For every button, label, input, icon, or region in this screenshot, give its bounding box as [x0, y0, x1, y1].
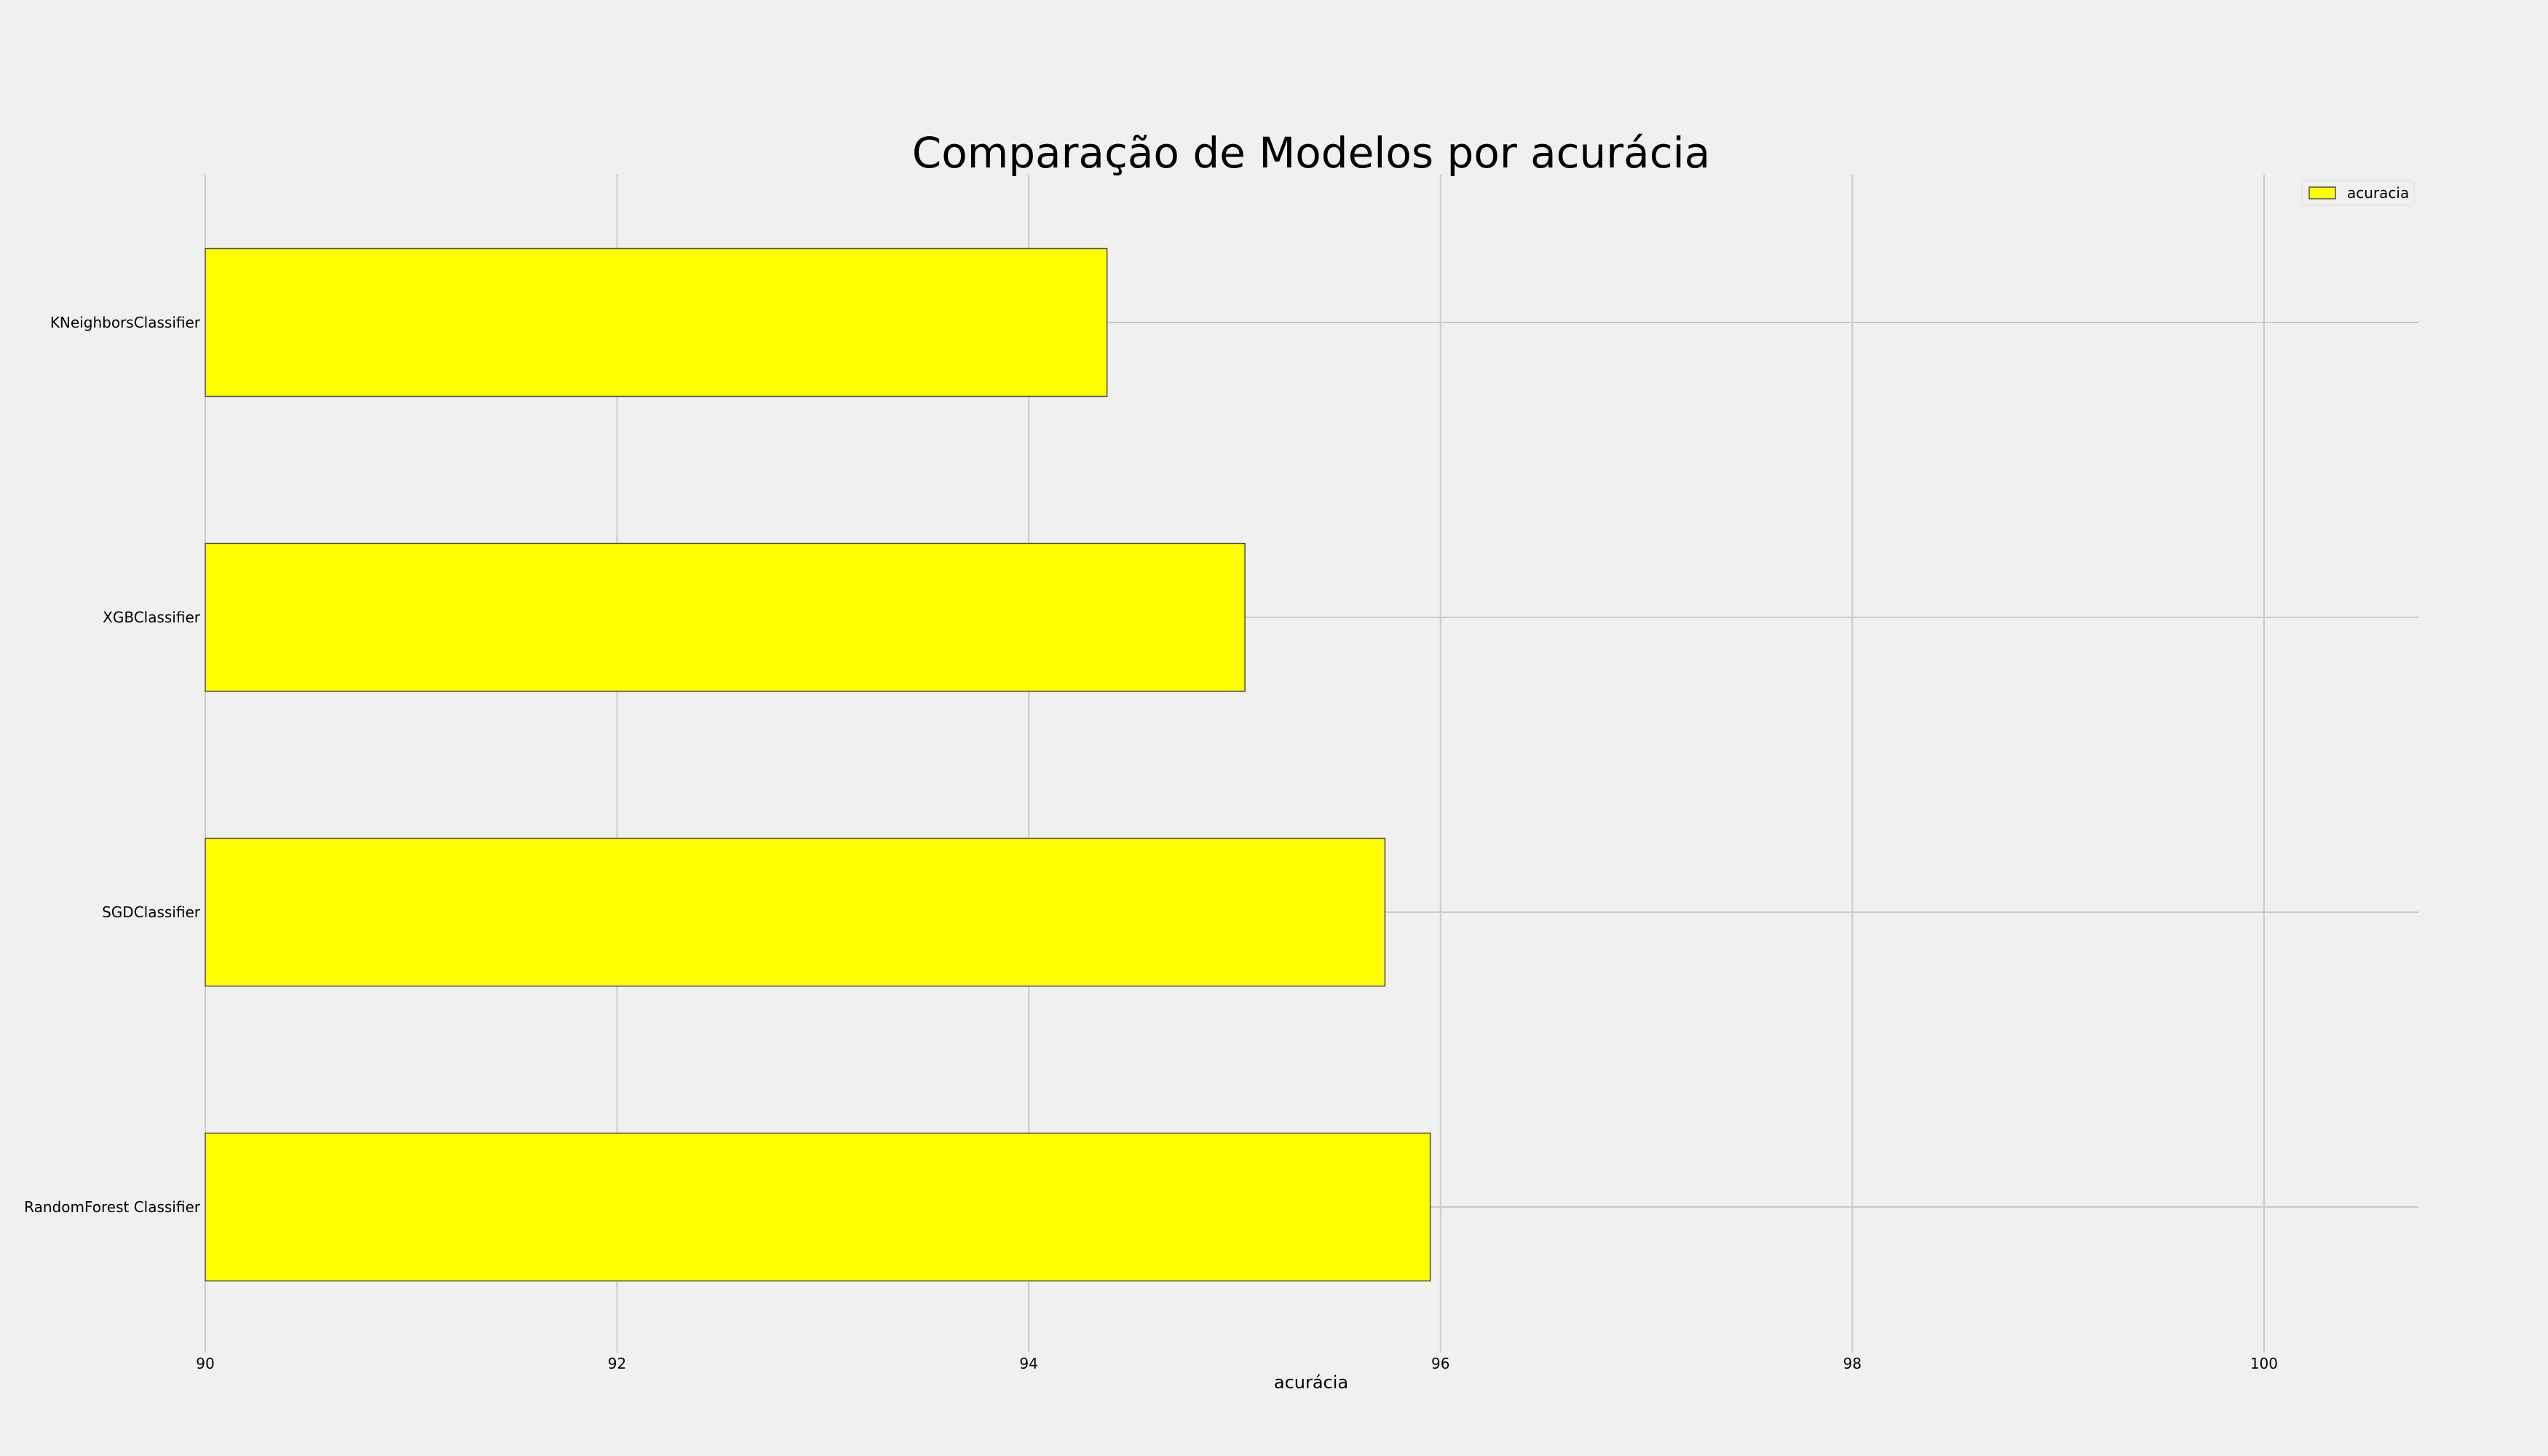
y-tick-label: RandomForest Classifier — [24, 1198, 201, 1216]
x-tick-label: 90 — [196, 1355, 214, 1372]
x-tick-label: 94 — [1019, 1355, 1037, 1372]
y-tick-label: SGDClassifier — [102, 903, 201, 921]
bar — [205, 837, 1386, 987]
bar — [205, 248, 1108, 397]
legend: acuracia — [2301, 180, 2415, 206]
x-tick-labels: 90 92 94 96 98 100 — [196, 1355, 2278, 1372]
x-tick-label: 100 — [2250, 1355, 2278, 1372]
bar — [205, 542, 1246, 692]
x-axis-label: acurácia — [1274, 1372, 1348, 1393]
y-tick-label: XGBClassifier — [103, 609, 201, 626]
x-tick-label: 92 — [608, 1355, 626, 1372]
chart-title: Comparação de Modelos por acurácia — [912, 128, 1711, 178]
bar — [205, 1132, 1431, 1282]
y-tick-label: KNeighborsClassifier — [50, 314, 201, 331]
legend-label: acuracia — [2347, 184, 2409, 202]
bars — [205, 248, 1431, 1282]
legend-swatch — [2308, 186, 2336, 199]
x-tick-label: 98 — [1843, 1355, 1861, 1372]
y-tick-labels: KNeighborsClassifier XGBClassifier SGDClas… — [24, 314, 201, 1216]
x-tick-label: 96 — [1431, 1355, 1449, 1372]
